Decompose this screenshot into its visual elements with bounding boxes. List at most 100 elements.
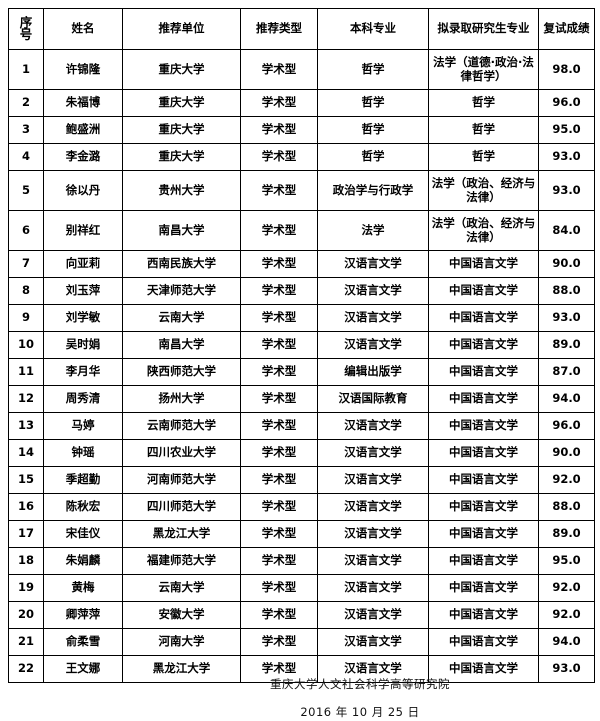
cell-score: 90.0: [538, 250, 595, 278]
cell-index: 5: [8, 170, 44, 211]
cell-type: 学术型: [240, 331, 318, 359]
cell-type: 学术型: [240, 601, 318, 629]
cell-name: 刘学敏: [43, 304, 123, 332]
cell-target: 中国语言文学: [428, 250, 539, 278]
cell-name: 卿萍萍: [43, 601, 123, 629]
table-row: 20 卿萍萍 安徽大学 学术型 汉语言文学 中国语言文学 92.0: [8, 601, 595, 629]
table-row: 8 刘玉萍 天津师范大学 学术型 汉语言文学 中国语言文学 88.0: [8, 277, 595, 305]
cell-org: 重庆大学: [122, 143, 241, 171]
cell-name: 周秀清: [43, 385, 123, 413]
table-row: 2 朱福博 重庆大学 学术型 哲学 哲学 96.0: [8, 89, 595, 117]
column-header-major: 本科专业: [317, 8, 429, 50]
cell-major: 汉语言文学: [317, 520, 429, 548]
cell-target: 中国语言文学: [428, 574, 539, 602]
table-row: 17 宋佳仪 黑龙江大学 学术型 汉语言文学 中国语言文学 89.0: [8, 520, 595, 548]
cell-type: 学术型: [240, 89, 318, 117]
cell-index: 12: [8, 385, 44, 413]
cell-score: 88.0: [538, 493, 595, 521]
cell-name: 徐以丹: [43, 170, 123, 211]
cell-major: 汉语言文学: [317, 304, 429, 332]
cell-type: 学术型: [240, 439, 318, 467]
cell-target: 中国语言文学: [428, 547, 539, 575]
cell-index: 11: [8, 358, 44, 386]
cell-major: 法学: [317, 210, 429, 251]
cell-org: 扬州大学: [122, 385, 241, 413]
cell-type: 学术型: [240, 628, 318, 656]
cell-name: 鲍盛洲: [43, 116, 123, 144]
cell-type: 学术型: [240, 466, 318, 494]
cell-type: 学术型: [240, 277, 318, 305]
table-row: 13 马婷 云南师范大学 学术型 汉语言文学 中国语言文学 96.0: [8, 412, 595, 440]
cell-org: 天津师范大学: [122, 277, 241, 305]
cell-target: 法学（政治、经济与法律）: [428, 210, 539, 251]
cell-org: 重庆大学: [122, 89, 241, 117]
cell-type: 学术型: [240, 210, 318, 251]
cell-org: 黑龙江大学: [122, 655, 241, 683]
cell-type: 学术型: [240, 143, 318, 171]
column-header-index-line2: 号: [19, 27, 33, 42]
table-header: 序 号 姓名 推荐单位 推荐类型 本科专业 拟录取研究生专业 复试成绩: [8, 8, 595, 50]
cell-target: 哲学: [428, 116, 539, 144]
table-row: 22 王文娜 黑龙江大学 学术型 汉语言文学 中国语言文学 93.0: [8, 655, 595, 683]
cell-score: 88.0: [538, 277, 595, 305]
cell-org: 西南民族大学: [122, 250, 241, 278]
cell-score: 98.0: [538, 49, 595, 90]
cell-org: 安徽大学: [122, 601, 241, 629]
cell-org: 贵州大学: [122, 170, 241, 211]
cell-org: 四川农业大学: [122, 439, 241, 467]
column-header-index-line1: 序: [19, 14, 33, 30]
cell-org: 福建师范大学: [122, 547, 241, 575]
cell-target: 中国语言文学: [428, 466, 539, 494]
cell-target: 中国语言文学: [428, 412, 539, 440]
cell-index: 19: [8, 574, 44, 602]
table-row: 15 季超勤 河南师范大学 学术型 汉语言文学 中国语言文学 92.0: [8, 466, 595, 494]
table-row: 6 别祥红 南昌大学 学术型 法学 法学（政治、经济与法律） 84.0: [8, 210, 595, 251]
cell-major: 汉语言文学: [317, 655, 429, 683]
cell-name: 宋佳仪: [43, 520, 123, 548]
cell-type: 学术型: [240, 547, 318, 575]
table-row: 16 陈秋宏 四川师范大学 学术型 汉语言文学 中国语言文学 88.0: [8, 493, 595, 521]
cell-target: 中国语言文学: [428, 493, 539, 521]
table-row: 10 吴时娟 南昌大学 学术型 汉语言文学 中国语言文学 89.0: [8, 331, 595, 359]
cell-name: 钟瑶: [43, 439, 123, 467]
cell-target: 中国语言文学: [428, 601, 539, 629]
cell-org: 南昌大学: [122, 331, 241, 359]
cell-major: 哲学: [317, 143, 429, 171]
cell-major: 汉语言文学: [317, 250, 429, 278]
cell-name: 朱娟麟: [43, 547, 123, 575]
cell-index: 16: [8, 493, 44, 521]
cell-score: 95.0: [538, 116, 595, 144]
cell-org: 河南大学: [122, 628, 241, 656]
cell-name: 吴时娟: [43, 331, 123, 359]
cell-org: 南昌大学: [122, 210, 241, 251]
cell-name: 陈秋宏: [43, 493, 123, 521]
cell-target: 中国语言文学: [428, 520, 539, 548]
cell-target: 中国语言文学: [428, 331, 539, 359]
cell-index: 3: [8, 116, 44, 144]
cell-index: 7: [8, 250, 44, 278]
cell-score: 95.0: [538, 547, 595, 575]
cell-major: 汉语言文学: [317, 277, 429, 305]
cell-score: 89.0: [538, 331, 595, 359]
cell-score: 93.0: [538, 304, 595, 332]
cell-major: 汉语言文学: [317, 493, 429, 521]
cell-score: 96.0: [538, 89, 595, 117]
cell-target: 中国语言文学: [428, 277, 539, 305]
cell-target: 法学（政治、经济与法律）: [428, 170, 539, 211]
cell-org: 云南大学: [122, 304, 241, 332]
cell-index: 13: [8, 412, 44, 440]
cell-target: 中国语言文学: [428, 358, 539, 386]
cell-index: 8: [8, 277, 44, 305]
cell-type: 学术型: [240, 170, 318, 211]
cell-name: 黄梅: [43, 574, 123, 602]
roster-table-container: 序 号 姓名 推荐单位 推荐类型 本科专业 拟录取研究生专业 复试成绩 1 许锦隆…: [8, 8, 595, 719]
cell-score: 94.0: [538, 385, 595, 413]
cell-score: 92.0: [538, 601, 595, 629]
cell-org: 云南师范大学: [122, 412, 241, 440]
table-body: 1 许锦隆 重庆大学 学术型 哲学 法学（道德·政治·法律哲学） 98.0 2 朱福博 重庆大学学…: [8, 49, 595, 683]
cell-major: 汉语言文学: [317, 466, 429, 494]
cell-name: 王文娜: [43, 655, 123, 683]
cell-major: 汉语言文学: [317, 601, 429, 629]
cell-target: 中国语言文学: [428, 304, 539, 332]
